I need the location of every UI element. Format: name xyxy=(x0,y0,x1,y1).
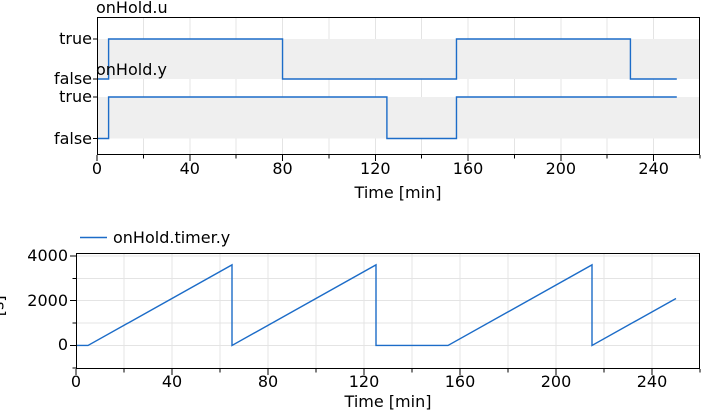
plot-canvas: onHold.u onHold.y Time [min] onHold.time… xyxy=(0,0,701,411)
plots-svg xyxy=(70,17,701,375)
